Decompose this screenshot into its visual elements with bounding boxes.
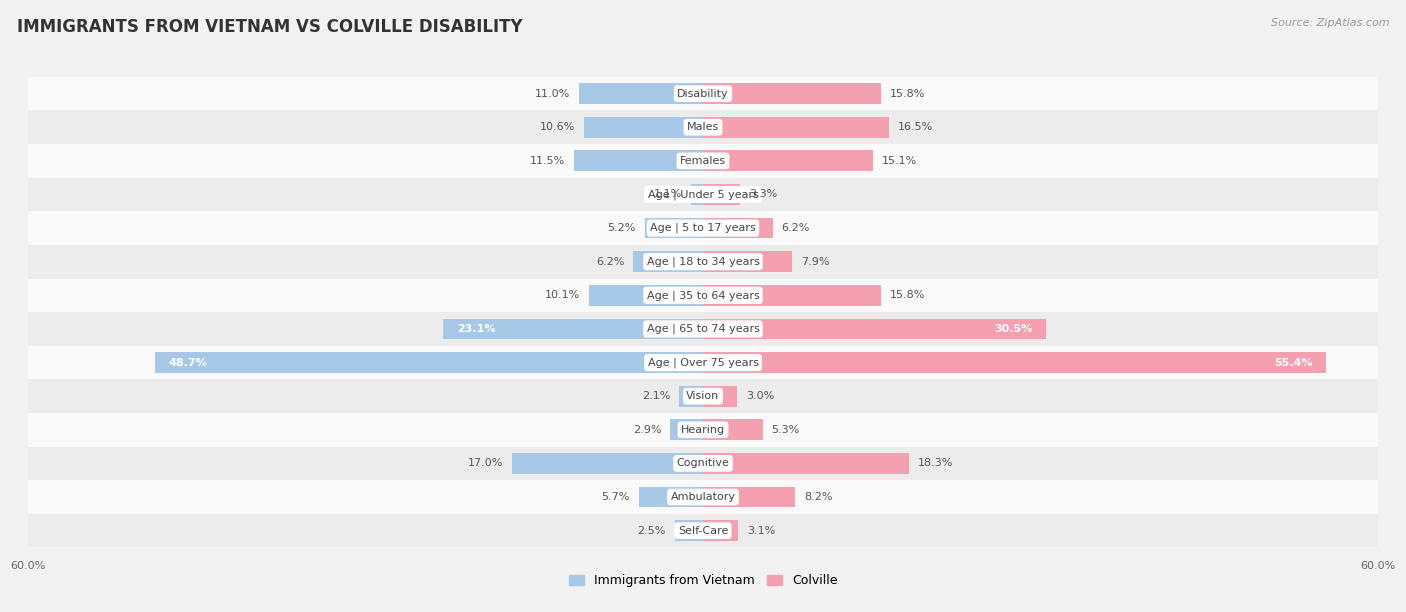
Bar xyxy=(28,447,1378,480)
Text: 8.2%: 8.2% xyxy=(804,492,832,502)
Text: Age | 35 to 64 years: Age | 35 to 64 years xyxy=(647,290,759,300)
Bar xyxy=(703,487,796,507)
Bar xyxy=(589,285,703,306)
Bar xyxy=(512,453,703,474)
Text: 3.3%: 3.3% xyxy=(749,190,778,200)
Bar xyxy=(703,386,737,406)
Bar xyxy=(703,520,738,541)
Bar xyxy=(28,110,1378,144)
Bar xyxy=(679,386,703,406)
Text: Age | 18 to 34 years: Age | 18 to 34 years xyxy=(647,256,759,267)
Bar xyxy=(155,352,703,373)
Bar xyxy=(28,379,1378,413)
Bar xyxy=(28,312,1378,346)
Text: Age | Under 5 years: Age | Under 5 years xyxy=(648,189,758,200)
Text: 15.8%: 15.8% xyxy=(890,290,925,300)
Bar xyxy=(28,346,1378,379)
Text: Source: ZipAtlas.com: Source: ZipAtlas.com xyxy=(1271,18,1389,28)
Text: Females: Females xyxy=(681,156,725,166)
Bar xyxy=(703,318,1046,339)
Text: 55.4%: 55.4% xyxy=(1274,357,1313,368)
Text: Vision: Vision xyxy=(686,391,720,401)
Bar xyxy=(703,151,873,171)
Text: 48.7%: 48.7% xyxy=(169,357,208,368)
Text: 11.0%: 11.0% xyxy=(536,89,571,99)
Bar xyxy=(703,218,773,239)
Bar xyxy=(28,413,1378,447)
Text: 16.5%: 16.5% xyxy=(897,122,932,132)
Bar xyxy=(28,278,1378,312)
Text: Disability: Disability xyxy=(678,89,728,99)
Bar xyxy=(671,419,703,440)
Text: 30.5%: 30.5% xyxy=(994,324,1032,334)
Bar xyxy=(703,83,880,104)
Text: Self-Care: Self-Care xyxy=(678,526,728,536)
Text: 5.2%: 5.2% xyxy=(607,223,636,233)
Bar xyxy=(583,117,703,138)
Text: 10.6%: 10.6% xyxy=(540,122,575,132)
Legend: Immigrants from Vietnam, Colville: Immigrants from Vietnam, Colville xyxy=(564,569,842,592)
Text: 15.1%: 15.1% xyxy=(882,156,917,166)
Bar xyxy=(703,117,889,138)
Bar xyxy=(28,76,1378,110)
Bar xyxy=(703,184,740,205)
Text: 5.3%: 5.3% xyxy=(772,425,800,435)
Bar xyxy=(28,144,1378,177)
Bar xyxy=(28,245,1378,278)
Text: 23.1%: 23.1% xyxy=(457,324,495,334)
Bar xyxy=(703,252,792,272)
Bar xyxy=(703,453,908,474)
Text: 2.1%: 2.1% xyxy=(643,391,671,401)
Text: 10.1%: 10.1% xyxy=(546,290,581,300)
Bar xyxy=(633,252,703,272)
Bar xyxy=(574,151,703,171)
Bar xyxy=(28,514,1378,548)
Text: 7.9%: 7.9% xyxy=(801,256,830,267)
Text: Age | 5 to 17 years: Age | 5 to 17 years xyxy=(650,223,756,233)
Text: 3.1%: 3.1% xyxy=(747,526,775,536)
Text: 6.2%: 6.2% xyxy=(596,256,624,267)
Bar xyxy=(703,419,762,440)
Text: Cognitive: Cognitive xyxy=(676,458,730,468)
Bar xyxy=(644,218,703,239)
Text: 15.8%: 15.8% xyxy=(890,89,925,99)
Text: 2.9%: 2.9% xyxy=(633,425,661,435)
Text: 5.7%: 5.7% xyxy=(602,492,630,502)
Text: Hearing: Hearing xyxy=(681,425,725,435)
Bar xyxy=(579,83,703,104)
Bar xyxy=(28,177,1378,211)
Bar xyxy=(28,480,1378,514)
Bar xyxy=(638,487,703,507)
Text: 2.5%: 2.5% xyxy=(637,526,666,536)
Bar xyxy=(28,211,1378,245)
Bar xyxy=(703,285,880,306)
Text: Males: Males xyxy=(688,122,718,132)
Bar xyxy=(690,184,703,205)
Text: 11.5%: 11.5% xyxy=(530,156,565,166)
Bar xyxy=(443,318,703,339)
Bar xyxy=(675,520,703,541)
Text: Ambulatory: Ambulatory xyxy=(671,492,735,502)
Text: 17.0%: 17.0% xyxy=(467,458,503,468)
Text: 6.2%: 6.2% xyxy=(782,223,810,233)
Text: 18.3%: 18.3% xyxy=(918,458,953,468)
Text: Age | Over 75 years: Age | Over 75 years xyxy=(648,357,758,368)
Text: 3.0%: 3.0% xyxy=(745,391,773,401)
Text: Age | 65 to 74 years: Age | 65 to 74 years xyxy=(647,324,759,334)
Text: IMMIGRANTS FROM VIETNAM VS COLVILLE DISABILITY: IMMIGRANTS FROM VIETNAM VS COLVILLE DISA… xyxy=(17,18,523,36)
Bar xyxy=(703,352,1326,373)
Text: 1.1%: 1.1% xyxy=(654,190,682,200)
